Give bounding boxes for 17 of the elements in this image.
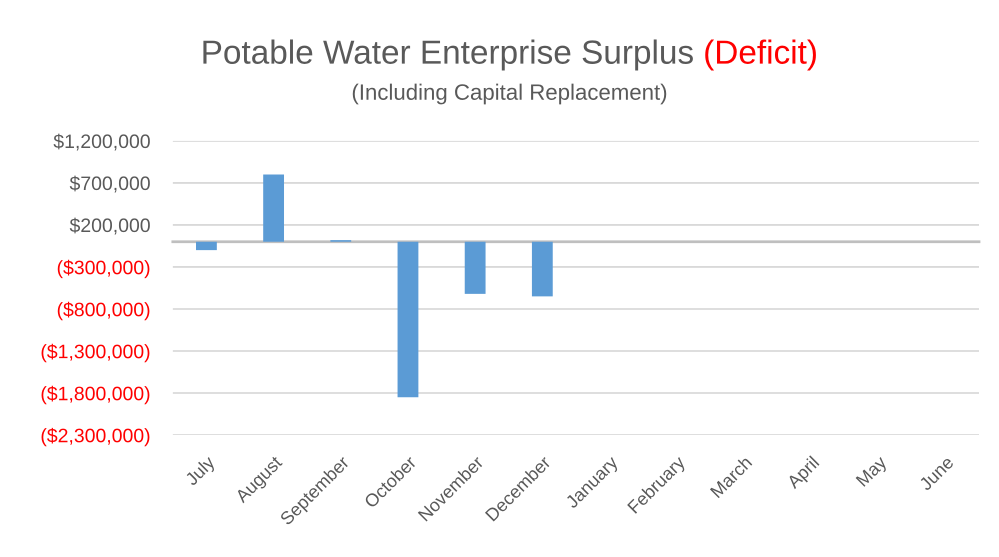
bar bbox=[398, 242, 418, 398]
bar bbox=[196, 242, 217, 250]
bar bbox=[464, 242, 486, 294]
y-tick-label: $200,000 bbox=[70, 218, 150, 234]
chart-title: Potable Water Enterprise Surplus (Deficit) bbox=[203, 39, 816, 71]
y-tick-label: ($1,800,000) bbox=[42, 386, 150, 404]
y-tick-label: $700,000 bbox=[70, 176, 150, 192]
y-tick-label: $1,200,000 bbox=[54, 134, 150, 150]
y-tick-label: ($2,300,000) bbox=[42, 428, 150, 446]
bar bbox=[532, 242, 553, 296]
y-tick-label: ($1,300,000) bbox=[42, 344, 150, 362]
y-tick-label: ($800,000) bbox=[58, 302, 150, 320]
x-tick-label: May bbox=[856, 454, 890, 490]
chart-subtitle: (Including Capital Replacement) bbox=[352, 84, 666, 104]
y-tick-label: ($300,000) bbox=[58, 260, 150, 278]
bar bbox=[263, 174, 284, 242]
x-tick-label: July bbox=[184, 454, 218, 489]
